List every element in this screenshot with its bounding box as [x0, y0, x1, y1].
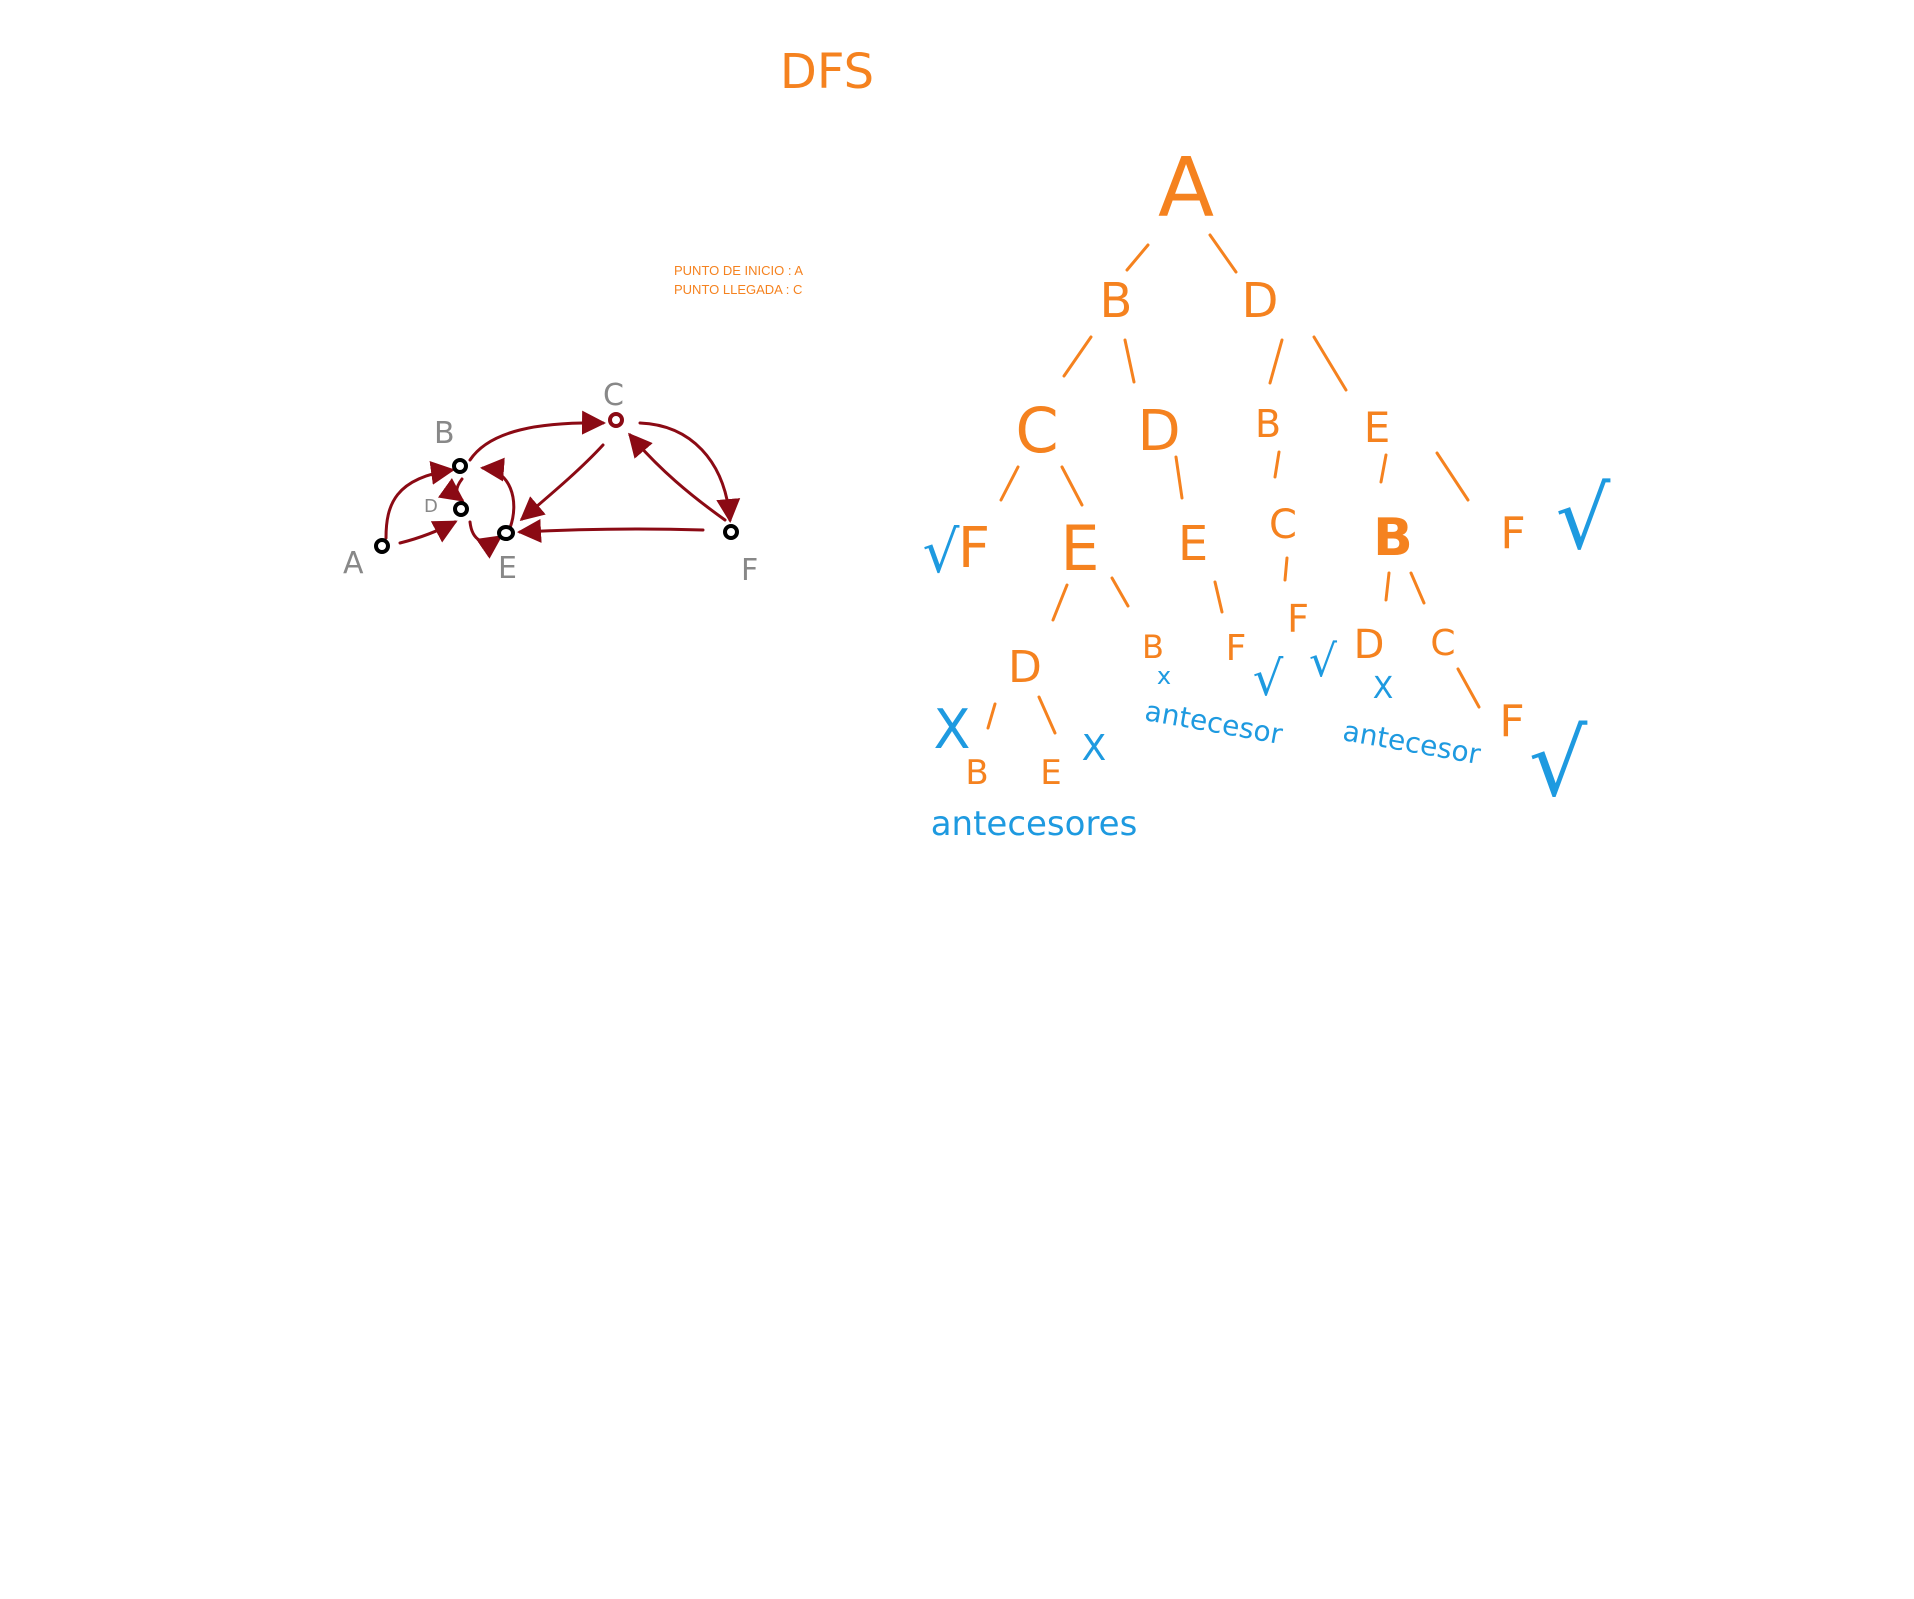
graph-edge — [519, 443, 605, 521]
check-mark: √ — [1309, 636, 1338, 687]
tree-branch — [1379, 453, 1388, 484]
tree-branch — [1110, 576, 1130, 608]
tree-branch — [1268, 338, 1284, 385]
tree-node: F — [1226, 628, 1247, 669]
tree-branch — [1060, 465, 1084, 507]
tree-branch — [986, 702, 997, 730]
directed-graph — [384, 410, 741, 559]
tree-branch — [1435, 451, 1470, 502]
tree-node: D — [1137, 399, 1180, 464]
graph-edge — [468, 520, 503, 559]
tree-node: E — [1040, 753, 1061, 793]
graph-labels: A B D E C F — [343, 378, 758, 588]
cross-mark: x — [1157, 662, 1171, 690]
check-mark: √ — [1253, 651, 1284, 707]
graph-label-e: E — [498, 551, 517, 586]
tree-branch — [1125, 243, 1150, 272]
diagram-title: DFS — [780, 44, 874, 100]
graph-node-a — [374, 538, 390, 554]
tree-node: E — [1364, 403, 1391, 452]
tree-branch — [1037, 695, 1057, 735]
graph-node-e — [497, 525, 515, 541]
antecesor-note: antecesor — [1340, 714, 1483, 771]
tree-node: D — [1354, 622, 1385, 668]
tree-node: C — [1015, 394, 1058, 467]
end-point-label: PUNTO LLEGADA : C — [674, 282, 802, 297]
tree-branch — [999, 465, 1020, 502]
graph-label-b: B — [434, 416, 455, 451]
graph-node-d — [453, 501, 469, 517]
graph-edge — [517, 518, 705, 543]
tree-branch — [1208, 233, 1238, 274]
cross-mark: X — [1373, 671, 1394, 706]
graph-label-a: A — [343, 546, 364, 581]
graph-edge — [628, 432, 727, 522]
tree-node: F — [1500, 508, 1525, 559]
check-mark: √ — [1556, 469, 1611, 569]
check-mark: √ — [923, 518, 960, 586]
tree-node: C — [1269, 502, 1297, 548]
tree-node: F — [1287, 597, 1309, 641]
tree-node: C — [1430, 623, 1455, 664]
tree-branch — [1312, 335, 1348, 392]
tree-branches — [986, 233, 1481, 735]
tree-branch — [1051, 583, 1069, 622]
tree-node: F — [958, 516, 990, 581]
tree-branch — [1273, 450, 1281, 479]
graph-edge — [480, 457, 516, 530]
graph-edge — [468, 410, 606, 462]
graph-node-f — [723, 524, 739, 540]
tree-node: B — [965, 753, 988, 793]
graph-label-f: F — [741, 553, 758, 588]
cross-mark: X — [1082, 728, 1107, 769]
tree-node: B — [1142, 628, 1164, 666]
tree-node: E — [1060, 512, 1099, 585]
tree-branch — [1062, 335, 1093, 378]
tree-branch — [1409, 571, 1426, 605]
graph-node-c — [608, 412, 624, 428]
tree-node: B — [1255, 402, 1281, 446]
antecesores-note: antecesores — [931, 804, 1138, 844]
graph-edge — [638, 421, 741, 523]
tree-branch — [1384, 571, 1391, 602]
check-mark: √ — [1529, 710, 1588, 817]
start-point-label: PUNTO DE INICIO : A — [674, 263, 803, 278]
tree-node: B — [1100, 273, 1133, 329]
graph-edge — [437, 477, 465, 502]
graph-node-b — [452, 458, 468, 474]
tree-node: D — [1242, 273, 1279, 329]
tree-branch — [1213, 580, 1224, 614]
tree-branch — [1123, 338, 1136, 384]
cross-mark: X — [934, 698, 971, 761]
tree-node: B — [1373, 508, 1413, 568]
tree-branch — [1456, 667, 1481, 709]
tree-node: A — [1158, 141, 1214, 236]
tree-branch — [1283, 556, 1289, 582]
dfs-tree: A B D C D B E F E E C B F D B F F D C F … — [958, 141, 1526, 793]
graph-label-c: C — [603, 378, 624, 413]
graph-edge — [384, 461, 455, 540]
tree-node: D — [1008, 642, 1042, 693]
tree-node: F — [1499, 696, 1524, 747]
graph-label-d: D — [424, 496, 438, 517]
graph-edge — [398, 520, 458, 545]
graph-nodes — [374, 412, 739, 554]
tree-branch — [1174, 455, 1184, 500]
tree-node: E — [1178, 516, 1208, 572]
